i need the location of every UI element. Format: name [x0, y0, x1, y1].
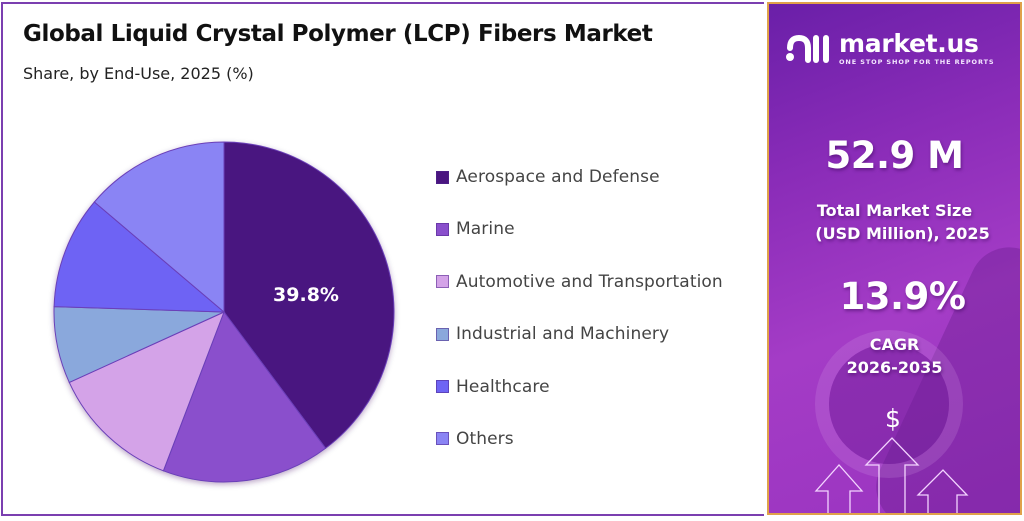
pie-slice-others	[93, 141, 225, 314]
legend-item-aerospace: Aerospace and Defense	[436, 164, 723, 190]
legend-item-automotive: Automotive and Transportation	[436, 269, 723, 295]
dollar-icon: $	[885, 404, 901, 433]
chart-subtitle: Share, by End-Use, 2025 (%)	[23, 64, 254, 83]
summary-panel: market.us ONE STOP SHOP FOR THE REPORTS …	[767, 2, 1022, 515]
pie-chart: 39.8%	[53, 141, 395, 483]
market-size-label-line1: Total Market Size	[816, 201, 973, 220]
brand-name: market.us	[839, 29, 979, 58]
cagr-value: 13.9%	[839, 275, 966, 318]
legend-swatch-icon	[436, 222, 449, 236]
legend-item-others: Others	[436, 426, 723, 452]
legend-label: Healthcare	[456, 376, 550, 397]
brand-tagline: ONE STOP SHOP FOR THE REPORTS	[839, 58, 995, 66]
background-circle	[829, 344, 949, 464]
cagr-period: 2026-2035	[846, 358, 943, 377]
legend-swatch-icon	[436, 170, 449, 184]
pie-data-label: 39.8%	[273, 284, 339, 306]
chart-card: Global Liquid Crystal Polymer (LCP) Fibe…	[1, 2, 764, 516]
legend-label: Industrial and Machinery	[456, 324, 670, 345]
legend-label: Marine	[456, 219, 515, 240]
legend-item-marine: Marine	[436, 216, 723, 242]
market-size-label-line2: (USD Million), 2025	[815, 224, 990, 243]
legend-swatch-icon	[436, 327, 449, 341]
chart-title: Global Liquid Crystal Polymer (LCP) Fibe…	[23, 21, 653, 47]
market-us-logo-icon	[786, 34, 829, 63]
pie-slice-healthcare	[53, 201, 226, 313]
legend-label: Others	[456, 428, 514, 449]
legend-label: Aerospace and Defense	[456, 167, 660, 187]
pie-slice-aerospace-and-defense	[223, 141, 395, 449]
pie-slice-automotive-and-transportation	[68, 311, 225, 472]
legend-item-healthcare: Healthcare	[436, 374, 723, 400]
legend-label: Automotive and Transportation	[456, 271, 723, 292]
cagr-label: CAGR	[869, 335, 920, 354]
legend-swatch-icon	[436, 380, 449, 394]
legend-swatch-icon	[436, 432, 449, 446]
growth-arrows-icon	[814, 437, 969, 513]
chart-legend: Aerospace and Defense Marine Automotive …	[436, 164, 723, 478]
pie-slice-marine	[162, 310, 327, 483]
market-size-value: 52.9 M	[825, 134, 965, 177]
legend-swatch-icon	[436, 275, 449, 289]
brand-logo: market.us ONE STOP SHOP FOR THE REPORTS	[785, 31, 994, 66]
legend-item-industrial: Industrial and Machinery	[436, 321, 723, 347]
